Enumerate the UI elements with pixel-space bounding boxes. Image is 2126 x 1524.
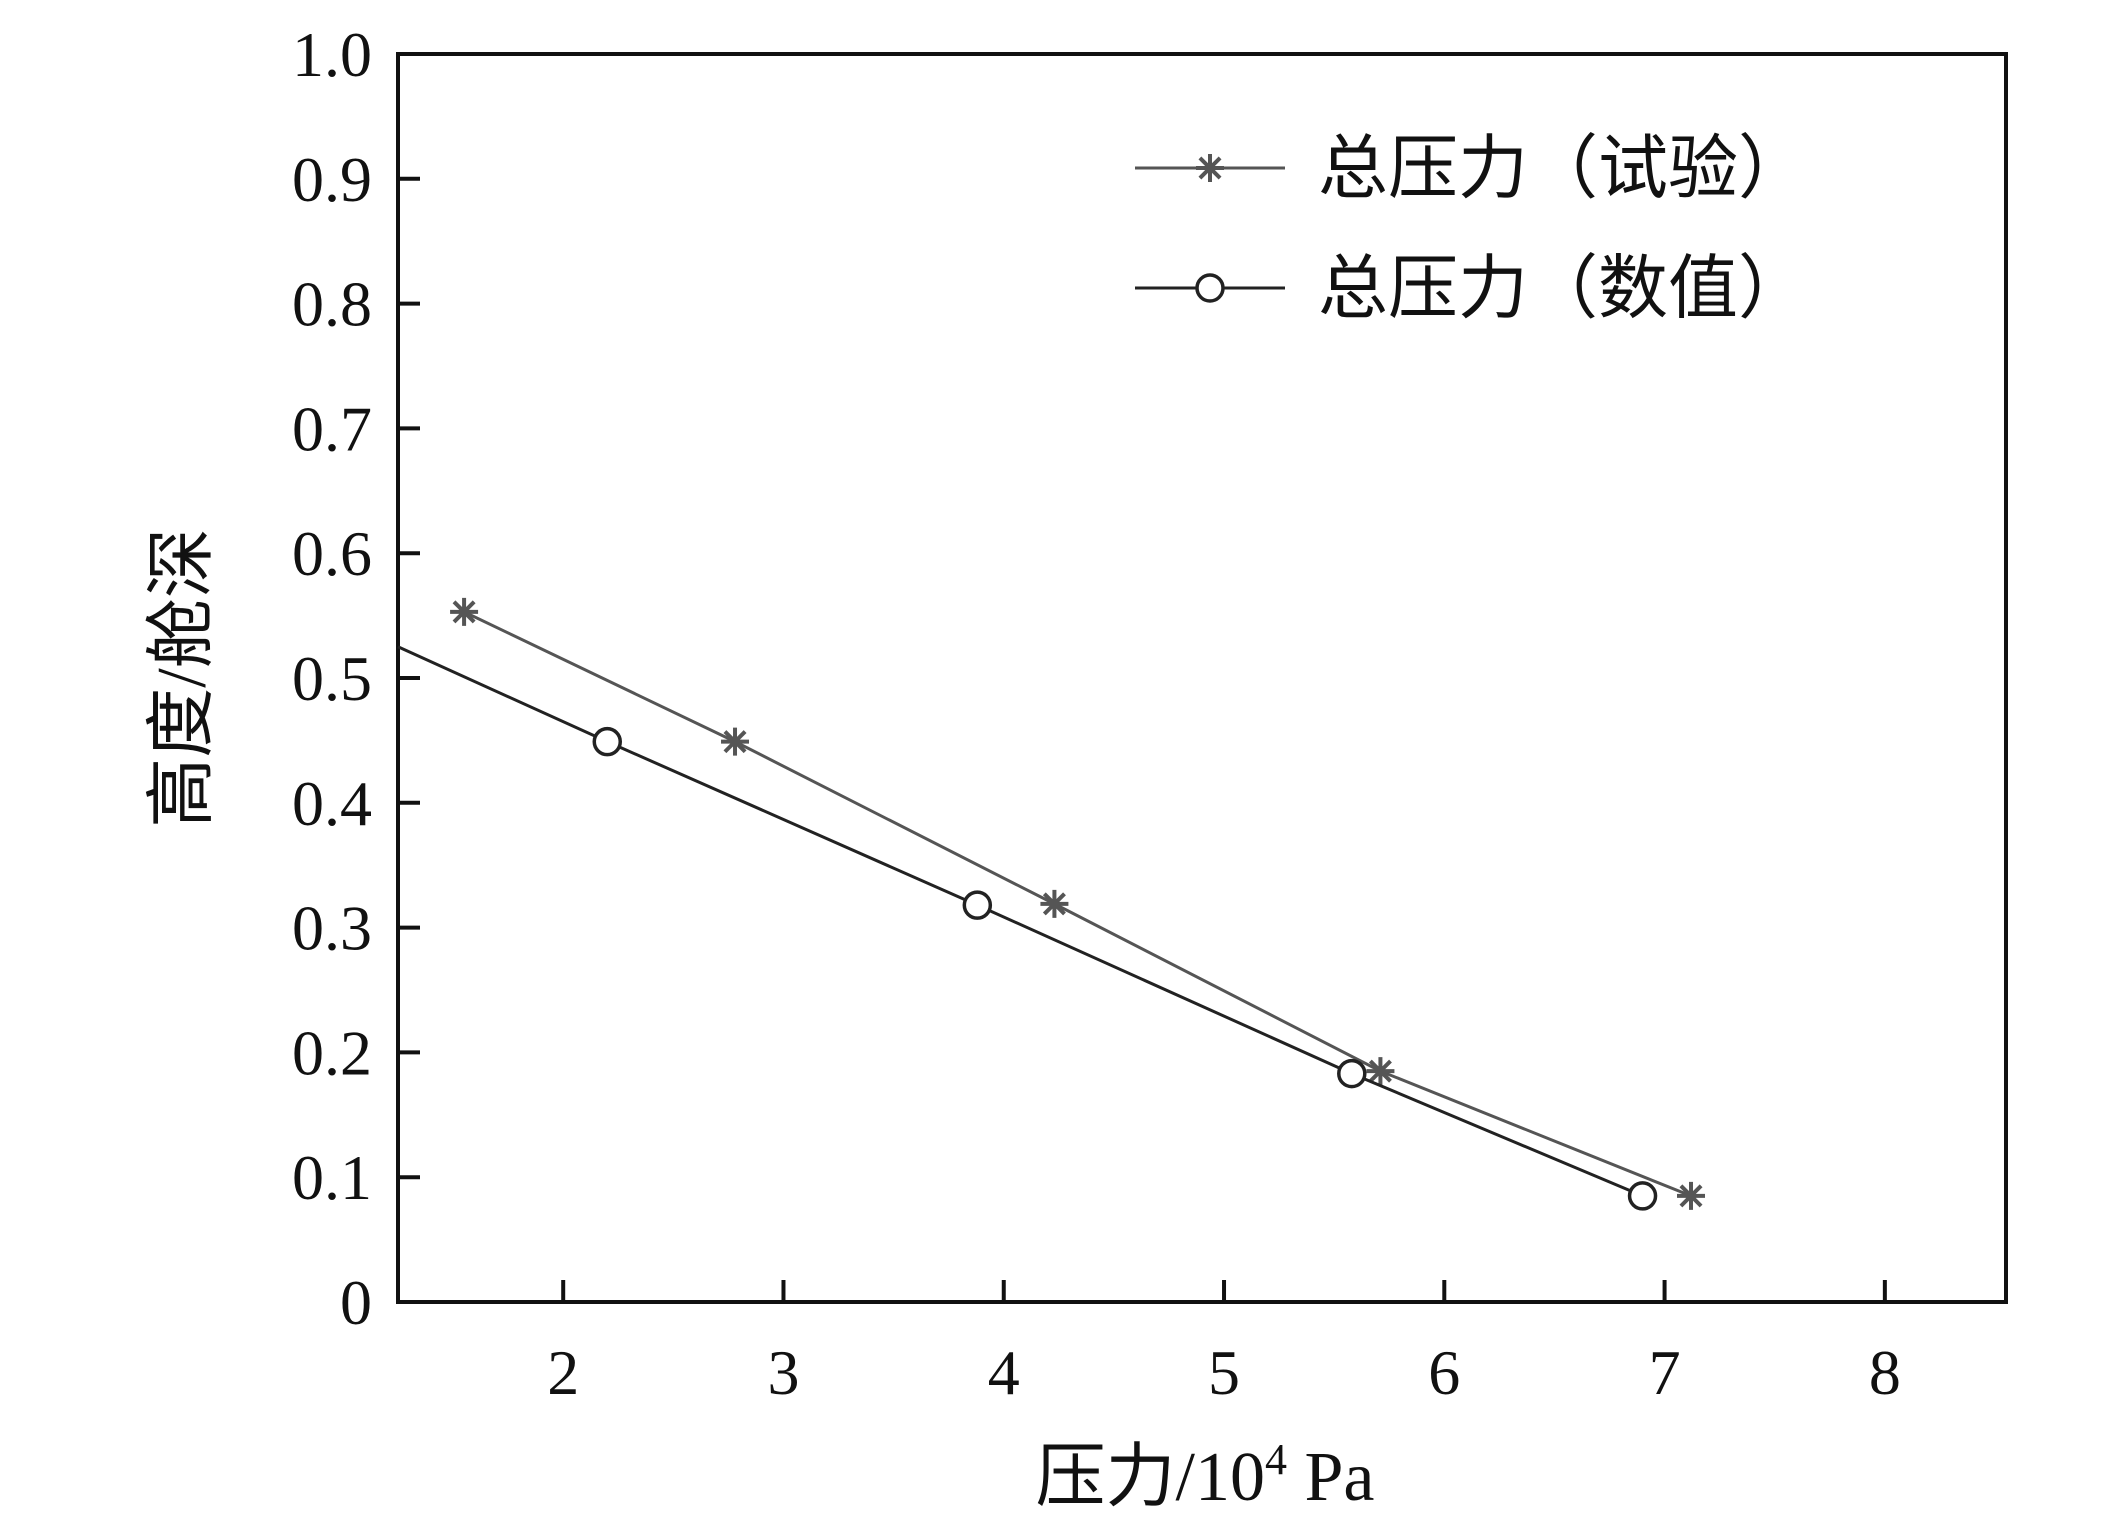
y-axis-label: 高度/舱深 [144,528,221,827]
data-point [1196,154,1224,182]
x-tick-label: 3 [767,1337,799,1408]
y-tick-label: 0.2 [292,1017,372,1088]
legend-item: 总压力（数值） [1135,251,1808,328]
y-tick-label: 0.3 [292,893,372,964]
legend-item: 总压力（试验） [1135,131,1808,208]
x-axis-label: 压力/104 Pa [1036,1435,1375,1516]
y-tick-label: 0 [340,1267,372,1338]
y-tick-label: 0.4 [292,768,372,839]
data-point [592,726,623,757]
data-point [962,890,993,920]
y-tick-label: 0.6 [292,518,372,589]
x-tick-label: 8 [1869,1337,1901,1408]
x-tick-label: 7 [1649,1337,1681,1408]
x-tick-label: 4 [988,1337,1020,1408]
x-tick-label: 6 [1428,1337,1460,1408]
x-tick-label: 2 [547,1337,579,1408]
x-tick-label: 5 [1208,1337,1240,1408]
legend: 总压力（试验） 总压力（数值） [1135,131,1808,328]
y-tick-label: 0.8 [292,269,372,340]
data-point [1040,889,1069,918]
y-axis: 0 0.1 0.2 0.3 0.4 0.5 0.6 0.7 0.8 0.9 1.0 [292,19,420,1338]
series-line [463,610,1692,1198]
x-axis: 2 3 4 5 6 7 8 [547,1280,1901,1408]
data-point [721,727,750,756]
y-tick-label: 1.0 [292,19,372,90]
series-line [397,645,1644,1198]
y-tick-label: 0.1 [292,1142,372,1213]
series-2 [397,645,1658,1211]
series-layer [397,597,1706,1211]
series-1 [450,597,1706,1210]
data-point [1195,273,1225,303]
y-tick-label: 0.9 [292,144,372,215]
y-tick-label: 0.5 [292,643,372,714]
data-point [1677,1181,1706,1210]
data-point [1337,1058,1367,1089]
data-point [1627,1181,1658,1211]
plot-frame [396,52,2008,1304]
y-tick-label: 0.7 [292,393,372,464]
legend-label: 总压力（试验） [1318,131,1808,208]
data-point [1366,1057,1395,1086]
legend-label: 总压力（数值） [1318,251,1808,328]
data-point [450,597,479,626]
